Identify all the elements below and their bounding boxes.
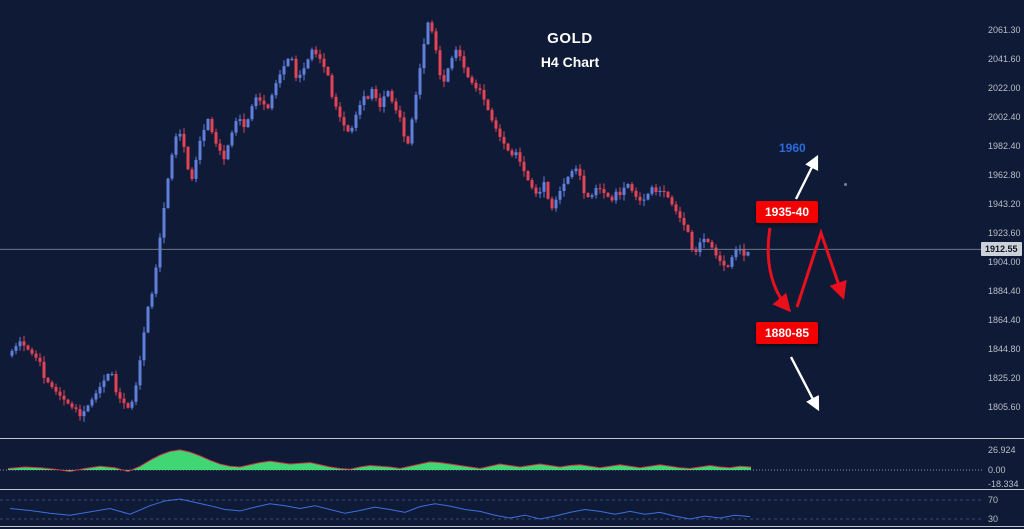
price-axis-label: 1884.40	[988, 286, 1021, 296]
oscillator-axis-label: -18.334	[988, 479, 1019, 489]
target-price-label[interactable]: 1960	[779, 141, 806, 155]
current-price-tag: 1912.55	[981, 242, 1022, 256]
lower-axis-label: 30	[988, 514, 998, 524]
price-axis-label: 1923.60	[988, 228, 1021, 238]
chart-title: GOLD H4 Chart	[495, 30, 645, 70]
lower-indicator-panel[interactable]	[0, 491, 983, 526]
oscillator-axis-label: 0.00	[988, 465, 1006, 475]
lower-axis-label: 70	[988, 495, 998, 505]
price-axis-label: 1844.80	[988, 344, 1021, 354]
chart-dot	[844, 183, 847, 186]
price-axis-label: 1962.80	[988, 170, 1021, 180]
price-axis-label: 1864.40	[988, 315, 1021, 325]
oscillator-axis-label: 26.924	[988, 445, 1016, 455]
price-axis-label: 1943.20	[988, 199, 1021, 209]
trading-chart-window: GOLD H4 Chart 1912.55 2061.30 2041.60 2022…	[0, 0, 1024, 529]
price-axis-label: 1825.20	[988, 373, 1021, 383]
price-axis-label: 2061.30	[988, 25, 1021, 35]
price-axis[interactable]: 1912.55 2061.30 2041.60 2022.00 2002.40 1982…	[984, 0, 1024, 529]
support-zone-label[interactable]: 1880-85	[756, 322, 818, 344]
timeframe-label: H4 Chart	[495, 54, 645, 70]
symbol-name: GOLD	[495, 30, 645, 47]
oscillator-panel[interactable]	[0, 440, 983, 488]
price-axis-label: 1805.60	[988, 402, 1021, 412]
price-axis-label: 1904.00	[988, 257, 1021, 267]
price-axis-label: 2022.00	[988, 83, 1021, 93]
price-axis-label: 2002.40	[988, 112, 1021, 122]
resistance-zone-label[interactable]: 1935-40	[756, 201, 818, 223]
price-axis-label: 1982.40	[988, 141, 1021, 151]
price-axis-label: 2041.60	[988, 54, 1021, 64]
